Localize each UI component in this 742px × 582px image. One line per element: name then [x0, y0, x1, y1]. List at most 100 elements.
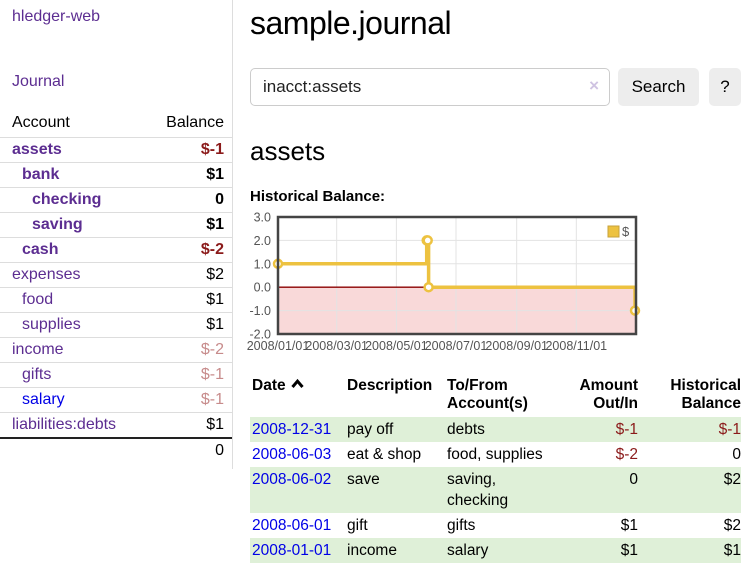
account-name-cell: salary: [0, 387, 139, 413]
account-link[interactable]: bank: [22, 166, 60, 183]
account-link[interactable]: assets: [12, 141, 62, 158]
accounts-header-balance: Balance: [166, 114, 224, 131]
account-row: saving $1: [0, 212, 232, 238]
account-balance: $-1: [138, 362, 232, 388]
account-balance: $1: [138, 212, 232, 238]
transaction-row: 2008-06-02 save saving, checking 0 $2: [250, 467, 741, 513]
transaction-description: pay off: [347, 421, 394, 438]
account-row: salary $-1: [0, 387, 232, 413]
accounts-header-row: Account Balance: [0, 111, 232, 138]
transaction-accounts: food, supplies: [447, 446, 543, 463]
account-link[interactable]: expenses: [12, 266, 81, 283]
x-axis-tick-label: 2008/05/01: [365, 339, 428, 353]
transaction-row: 2008-12-31 pay off debts $-1 $-1: [250, 417, 741, 442]
account-balance: $-1: [138, 387, 232, 413]
clear-search-icon[interactable]: ×: [589, 76, 599, 95]
chart-border: [276, 215, 638, 336]
transaction-date-cell: 2008-06-02: [250, 467, 345, 513]
account-name-cell: cash: [0, 237, 139, 263]
account-balance: $1: [138, 287, 232, 313]
register-header-row: Date Description To/From Account(s) Amou…: [250, 376, 741, 417]
account-row: income $-2: [0, 337, 232, 363]
app-title-link[interactable]: hledger-web: [12, 8, 101, 25]
sort-by-date[interactable]: Date: [252, 377, 305, 394]
transaction-balance: $-1: [718, 421, 741, 438]
transaction-balance: $1: [723, 542, 741, 559]
sidebar-panel: hledger-web Journal Account Balance asse…: [0, 0, 233, 469]
x-axis-tick-label: 2008/11/01: [545, 339, 607, 353]
y-axis-tick-label: 2.0: [254, 234, 271, 248]
account-row: food $1: [0, 287, 232, 313]
transaction-balance: $2: [723, 471, 741, 488]
account-link[interactable]: food: [22, 291, 54, 308]
account-row: supplies $1: [0, 312, 232, 338]
y-axis-tick-label: 0.0: [254, 281, 271, 295]
x-axis-tick-label: 2008/07/01: [425, 339, 488, 353]
accounts-header-account: Account: [12, 114, 70, 131]
accounts-total-row: 0: [0, 437, 232, 463]
account-balance: $-1: [138, 137, 232, 163]
account-link[interactable]: saving: [32, 216, 83, 233]
y-axis-tick-label: 3.0: [254, 211, 271, 225]
x-axis-tick-label: 2008/09/01: [485, 339, 548, 353]
account-name-cell: checking: [0, 187, 139, 213]
date-header-label: Date: [252, 377, 286, 394]
legend-label: $: [622, 224, 630, 239]
register-table: Date Description To/From Account(s) Amou…: [250, 376, 741, 563]
legend-swatch-icon: [607, 225, 620, 238]
search-button[interactable]: Search: [618, 68, 699, 106]
transaction-accounts: debts: [447, 421, 485, 438]
search-input[interactable]: [250, 68, 610, 106]
account-balance: 0: [138, 187, 232, 213]
chart-point: [423, 281, 434, 293]
transaction-date-link[interactable]: 2008-01-01: [252, 542, 332, 559]
transaction-amount: $1: [620, 517, 638, 534]
transaction-description: income: [347, 542, 397, 559]
help-button[interactable]: ?: [709, 68, 741, 106]
transaction-description: eat & shop: [347, 446, 422, 463]
account-link[interactable]: supplies: [22, 316, 81, 333]
register-header-accounts: To/From Account(s): [447, 377, 528, 412]
search-form: × Search ?: [250, 68, 741, 106]
transaction-date-link[interactable]: 2008-12-31: [252, 421, 332, 438]
account-balance: $1: [138, 162, 232, 188]
account-link[interactable]: gifts: [22, 366, 52, 383]
app-title: hledger-web: [0, 8, 232, 26]
account-row: assets $-1: [0, 137, 232, 163]
account-link[interactable]: income: [12, 341, 64, 358]
accounts-table: Account Balance assets $-1 bank $1 checking 0…: [0, 111, 232, 463]
accounts-total-value: 0: [138, 437, 232, 463]
transaction-date-link[interactable]: 2008-06-03: [252, 446, 332, 463]
transaction-amount: $-1: [615, 421, 638, 438]
y-axis-tick-label: -2.0: [249, 328, 271, 342]
main-content: sample.journal × Search ? assets Histori…: [233, 0, 742, 573]
x-axis-tick-label: 2008/03/01: [305, 339, 368, 353]
historical-balance-chart: $3.0 2.0 1.0 0.0 -1.0 -2.0 2008/01/01 2008/03/0…: [247, 211, 741, 356]
accounts-total-spacer: [0, 437, 139, 463]
account-balance: $-2: [138, 237, 232, 263]
account-link[interactable]: checking: [32, 191, 102, 208]
transaction-row: 2008-06-01 gift gifts $1 $2: [250, 513, 741, 538]
register-header-amount: Amount Out/In: [579, 377, 638, 412]
account-link[interactable]: salary: [22, 391, 65, 408]
account-link[interactable]: liabilities:debts: [12, 416, 117, 433]
account-name-cell: gifts: [0, 362, 139, 388]
transaction-description: save: [347, 471, 380, 488]
transaction-accounts: saving, checking: [447, 471, 509, 509]
account-link[interactable]: cash: [22, 241, 59, 258]
transaction-date-link[interactable]: 2008-06-02: [252, 471, 332, 488]
account-row: bank $1: [0, 162, 232, 188]
y-axis-tick-label: 1.0: [254, 257, 271, 271]
chart-svg: $3.0 2.0 1.0 0.0 -1.0 -2.02008/01/012008/03/0…: [247, 211, 641, 353]
sidebar-item-journal[interactable]: Journal: [12, 73, 65, 90]
transaction-amount: $1: [620, 542, 638, 559]
account-heading: assets: [250, 136, 326, 166]
register-header-description: Description: [347, 377, 433, 394]
transaction-accounts: salary: [447, 542, 489, 559]
transaction-date-link[interactable]: 2008-06-01: [252, 517, 332, 534]
account-row: gifts $-1: [0, 362, 232, 388]
transaction-date-cell: 2008-12-31: [250, 417, 345, 442]
transaction-balance: 0: [732, 446, 741, 463]
transaction-accounts: gifts: [447, 517, 476, 534]
